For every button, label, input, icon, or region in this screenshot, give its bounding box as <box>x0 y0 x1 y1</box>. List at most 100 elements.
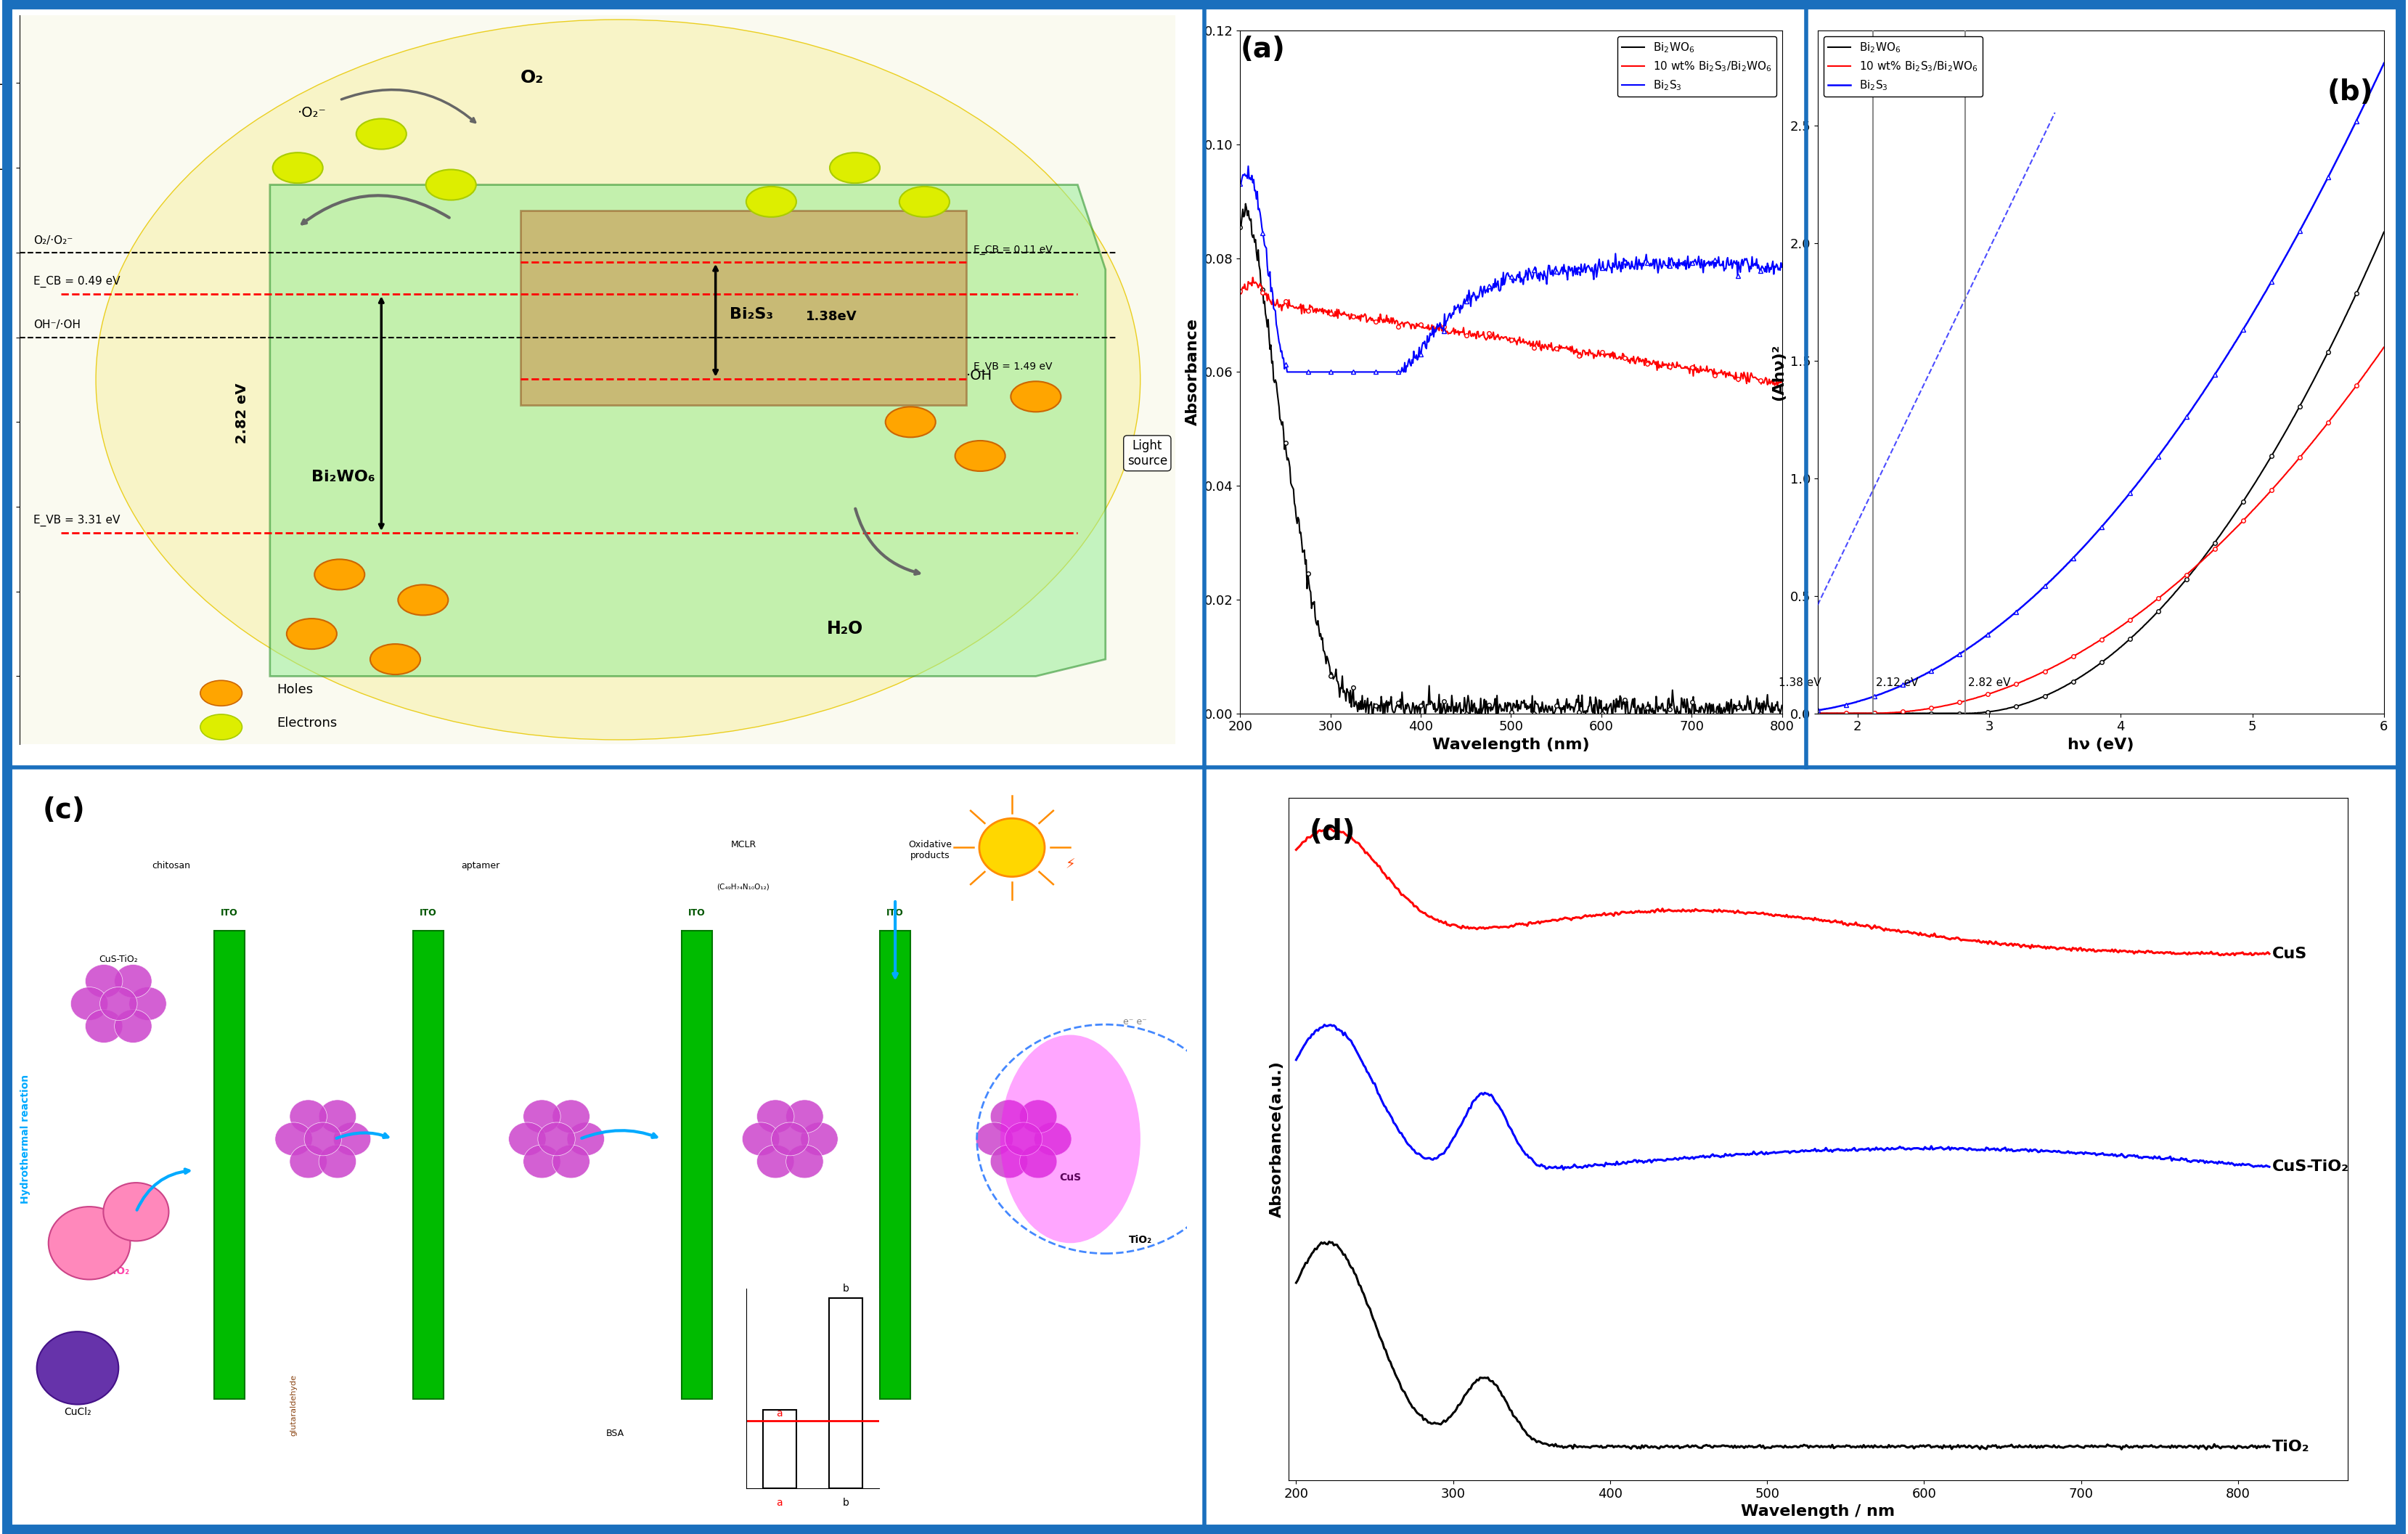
Y-axis label: (Ahν)²: (Ahν)² <box>1772 344 1787 400</box>
$\rm Bi_2S_3$ <box>1837 693 1866 712</box>
Text: ITO: ITO <box>222 908 238 917</box>
$\rm Bi_2WO_6$ <box>1353 704 1382 723</box>
Text: CuS-TiO₂: CuS-TiO₂ <box>2273 1160 2350 1174</box>
Text: a: a <box>775 1497 783 1508</box>
Text: chitosan: chitosan <box>152 861 190 870</box>
10 wt% $\rm Bi_2S_3/Bi_2WO_6$ <box>1238 268 1267 287</box>
Circle shape <box>785 1100 824 1134</box>
Text: a: a <box>775 1408 783 1419</box>
Circle shape <box>898 187 949 216</box>
Text: OH⁻/·OH: OH⁻/·OH <box>34 319 79 330</box>
Text: 2.82 eV: 2.82 eV <box>1967 678 2011 689</box>
$\rm Bi_2WO_6$ <box>1230 195 1259 213</box>
10 wt% $\rm Bi_2S_3/Bi_2WO_6$ <box>1804 704 1832 723</box>
Text: (a): (a) <box>1240 35 1286 63</box>
Circle shape <box>332 1123 371 1155</box>
10 wt% $\rm Bi_2S_3/Bi_2WO_6$ <box>1546 339 1575 357</box>
Circle shape <box>289 1144 327 1178</box>
Line: $\rm Bi_2S_3$: $\rm Bi_2S_3$ <box>1240 166 1782 371</box>
Ellipse shape <box>96 20 1141 739</box>
Text: Hydrothermal reaction: Hydrothermal reaction <box>19 1074 31 1204</box>
10 wt% $\rm Bi_2S_3/Bi_2WO_6$ <box>2369 337 2398 356</box>
Text: aptamer: aptamer <box>462 861 501 870</box>
$\rm Bi_2WO_6$ <box>2148 598 2177 617</box>
Text: Bi₂WO₆: Bi₂WO₆ <box>311 469 376 485</box>
$\rm Bi_2S_3$ <box>1324 362 1353 380</box>
Legend: $\rm Bi_2WO_6$, 10 wt% $\rm Bi_2S_3/Bi_2WO_6$, $\rm Bi_2S_3$: $\rm Bi_2WO_6$, 10 wt% $\rm Bi_2S_3/Bi_2… <box>1618 37 1777 97</box>
Text: 2.12 eV: 2.12 eV <box>1876 678 1919 689</box>
Text: ITO: ITO <box>886 908 903 917</box>
Text: (C₄₉H₇₄N₁₀O₁₂): (C₄₉H₇₄N₁₀O₁₂) <box>718 884 771 891</box>
Bar <box>879 931 910 1399</box>
$\rm Bi_2WO_6$ <box>1804 704 1832 723</box>
10 wt% $\rm Bi_2S_3/Bi_2WO_6$ <box>1767 371 1796 390</box>
Text: b: b <box>843 1497 850 1508</box>
Circle shape <box>130 986 166 1020</box>
Circle shape <box>104 1183 169 1241</box>
Text: CuCl₂: CuCl₂ <box>65 1407 92 1417</box>
$\rm Bi_2WO_6$ <box>1589 698 1618 716</box>
Circle shape <box>551 1100 590 1134</box>
Circle shape <box>371 644 421 675</box>
Circle shape <box>990 1144 1028 1178</box>
$\rm Bi_2S_3$ <box>1474 281 1503 299</box>
Circle shape <box>551 1144 590 1178</box>
$\rm Bi_2WO_6$ <box>1635 695 1664 713</box>
10 wt% $\rm Bi_2S_3/Bi_2WO_6$ <box>1365 305 1394 324</box>
$\rm Bi_2S_3$ <box>1274 362 1303 380</box>
Circle shape <box>746 187 797 216</box>
$\rm Bi_2S_3$ <box>1635 256 1664 275</box>
Bar <box>520 210 966 405</box>
Circle shape <box>356 118 407 149</box>
Text: Electrons: Electrons <box>277 716 337 730</box>
Circle shape <box>566 1123 604 1155</box>
Circle shape <box>318 1144 356 1178</box>
10 wt% $\rm Bi_2S_3/Bi_2WO_6$ <box>1471 331 1500 350</box>
Text: (c): (c) <box>43 796 84 824</box>
Line: $\rm Bi_2WO_6$: $\rm Bi_2WO_6$ <box>1818 232 2384 713</box>
Text: ITO: ITO <box>689 908 706 917</box>
Text: Holes: Holes <box>277 683 313 696</box>
$\rm Bi_2S_3$ <box>1767 258 1796 276</box>
Text: CuS: CuS <box>1060 1172 1081 1183</box>
$\rm Bi_2WO_6$ <box>1322 672 1351 690</box>
Line: $\rm Bi_2S_3$: $\rm Bi_2S_3$ <box>1818 63 2384 710</box>
Circle shape <box>799 1123 838 1155</box>
Circle shape <box>980 819 1045 877</box>
Text: TiO₂: TiO₂ <box>2273 1439 2309 1454</box>
Text: 2.82 eV: 2.82 eV <box>236 384 248 443</box>
10 wt% $\rm Bi_2S_3/Bi_2WO_6$ <box>2290 442 2319 460</box>
$\rm Bi_2WO_6$ <box>2369 222 2398 241</box>
Text: ·OH: ·OH <box>966 368 992 382</box>
Text: TiO₂: TiO₂ <box>106 1267 130 1276</box>
Ellipse shape <box>999 1035 1141 1243</box>
$\rm Bi_2S_3$ <box>1368 362 1397 380</box>
Circle shape <box>1011 382 1062 411</box>
Circle shape <box>36 1332 118 1405</box>
X-axis label: hν (eV): hν (eV) <box>2068 738 2133 752</box>
Circle shape <box>1019 1144 1057 1178</box>
Text: MCLR: MCLR <box>730 841 756 850</box>
Circle shape <box>1033 1123 1072 1155</box>
Text: CuS: CuS <box>2273 946 2307 960</box>
10 wt% $\rm Bi_2S_3/Bi_2WO_6$ <box>1635 353 1664 371</box>
Circle shape <box>287 618 337 649</box>
10 wt% $\rm Bi_2S_3/Bi_2WO_6$ <box>1226 282 1255 301</box>
10 wt% $\rm Bi_2S_3/Bi_2WO_6$ <box>2232 508 2261 526</box>
Circle shape <box>48 1207 130 1279</box>
Circle shape <box>831 152 879 183</box>
Text: E_CB = 0.49 eV: E_CB = 0.49 eV <box>34 276 120 287</box>
Circle shape <box>84 1009 123 1043</box>
$\rm Bi_2S_3$ <box>2165 419 2194 437</box>
Text: O₂/·O₂⁻: O₂/·O₂⁻ <box>34 235 72 245</box>
Text: ⚡: ⚡ <box>1064 858 1076 871</box>
Text: b: b <box>843 1284 850 1293</box>
Text: E_VB = 1.49 eV: E_VB = 1.49 eV <box>973 362 1052 373</box>
Line: 10 wt% $\rm Bi_2S_3/Bi_2WO_6$: 10 wt% $\rm Bi_2S_3/Bi_2WO_6$ <box>1818 347 2384 713</box>
$\rm Bi_2WO_6$ <box>1226 218 1255 236</box>
Circle shape <box>275 1123 313 1155</box>
Text: e⁻ e⁻: e⁻ e⁻ <box>1122 1017 1146 1026</box>
$\rm Bi_2S_3$ <box>2290 212 2319 230</box>
Circle shape <box>200 681 243 706</box>
Legend: $\rm Bi_2WO_6$, 10 wt% $\rm Bi_2S_3/Bi_2WO_6$, $\rm Bi_2S_3$: $\rm Bi_2WO_6$, 10 wt% $\rm Bi_2S_3/Bi_2… <box>1823 37 1982 97</box>
